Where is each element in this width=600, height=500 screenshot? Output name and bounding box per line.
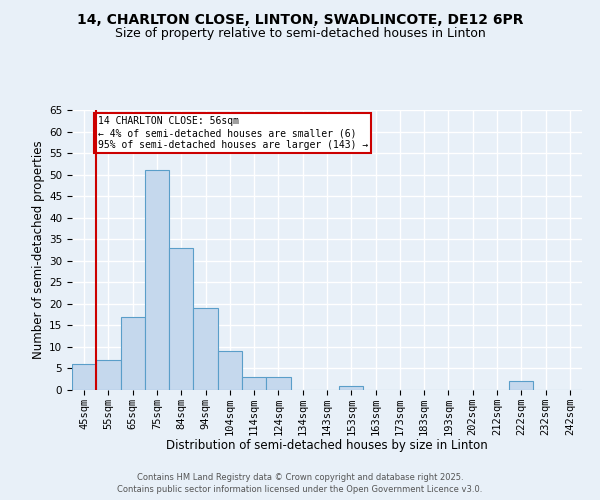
Bar <box>509 382 533 390</box>
Bar <box>193 308 218 390</box>
Text: Contains HM Land Registry data © Crown copyright and database right 2025.: Contains HM Land Registry data © Crown c… <box>137 472 463 482</box>
X-axis label: Distribution of semi-detached houses by size in Linton: Distribution of semi-detached houses by … <box>166 440 488 452</box>
Y-axis label: Number of semi-detached properties: Number of semi-detached properties <box>32 140 45 360</box>
Bar <box>169 248 193 390</box>
Text: 14 CHARLTON CLOSE: 56sqm
← 4% of semi-detached houses are smaller (6)
95% of sem: 14 CHARLTON CLOSE: 56sqm ← 4% of semi-de… <box>97 116 368 150</box>
Text: Contains public sector information licensed under the Open Government Licence v3: Contains public sector information licen… <box>118 485 482 494</box>
Bar <box>145 170 169 390</box>
Text: Size of property relative to semi-detached houses in Linton: Size of property relative to semi-detach… <box>115 28 485 40</box>
Bar <box>121 317 145 390</box>
Bar <box>266 377 290 390</box>
Bar <box>339 386 364 390</box>
Bar <box>72 364 96 390</box>
Bar <box>218 351 242 390</box>
Bar <box>96 360 121 390</box>
Bar <box>242 377 266 390</box>
Text: 14, CHARLTON CLOSE, LINTON, SWADLINCOTE, DE12 6PR: 14, CHARLTON CLOSE, LINTON, SWADLINCOTE,… <box>77 12 523 26</box>
